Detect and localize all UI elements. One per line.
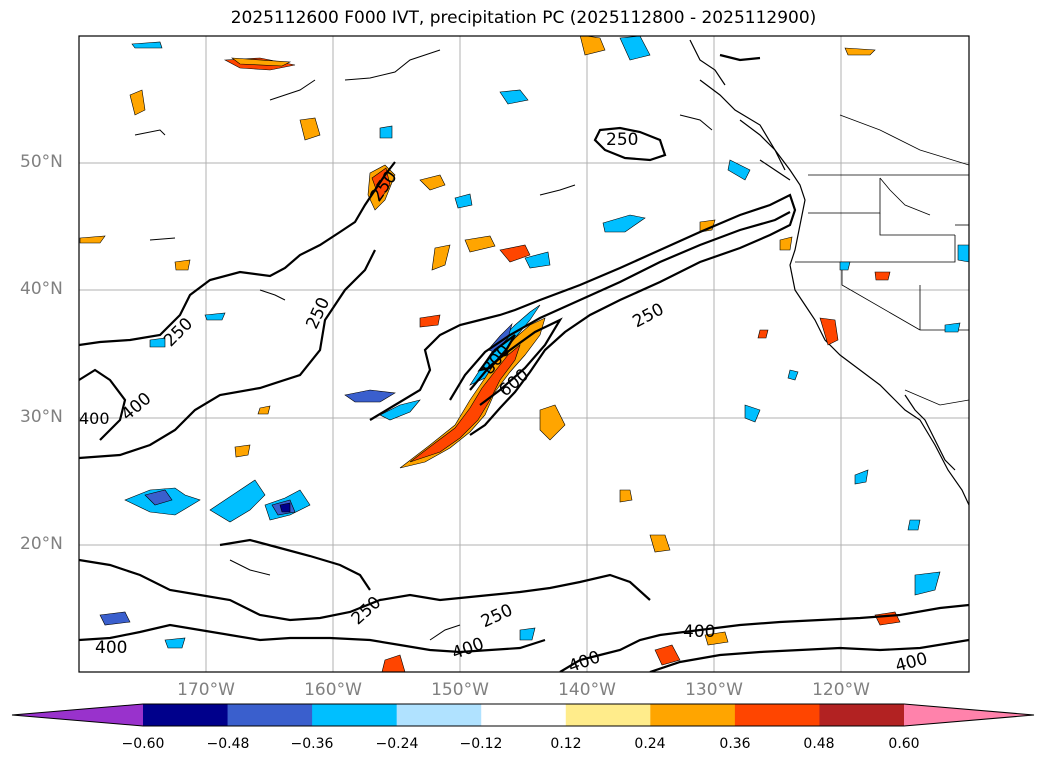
colorbar-extend-max [904, 704, 1034, 726]
contour-label: 400 [79, 409, 110, 428]
contour-label: 400 [683, 622, 715, 642]
map-title: 2025112600 F000 IVT, precipitation PC (2… [230, 8, 817, 28]
map-frame [78, 35, 970, 673]
colorbar-segment [227, 704, 313, 726]
contour-label: 400 [95, 638, 127, 658]
contour-label: 250 [606, 130, 638, 150]
colorbar-segment [396, 704, 482, 726]
lon-label-170w: 170°W [177, 680, 235, 700]
lon-label-140w: 140°W [558, 680, 616, 700]
colorbar-tick: 0.36 [719, 736, 751, 752]
colorbar-tick: −0.12 [459, 736, 503, 752]
colorbar-segments [11, 703, 1035, 727]
colorbar-segment [143, 704, 229, 726]
colorbar-outline [11, 703, 1035, 727]
lon-label-160w: 160°W [304, 680, 362, 700]
colorbar-segment [734, 704, 820, 726]
colorbar-segment [481, 704, 567, 726]
colorbar-extend-min [12, 704, 143, 726]
thin-outlines [134, 49, 713, 641]
colorbar-segment [312, 704, 398, 726]
colorbar-tick: 0.12 [550, 736, 582, 752]
lon-label-120w: 120°W [812, 680, 870, 700]
lat-label-50n: 50°N [20, 152, 63, 172]
lon-label-130w: 130°W [685, 680, 743, 700]
precipitation-shading [79, 36, 969, 672]
colorbar-tick: 0.24 [634, 736, 666, 752]
map-panel: 250 250 250 250 250 250 250 400 400 400 … [78, 35, 970, 677]
lat-label-40n: 40°N [20, 279, 63, 299]
colorbar-segment [565, 704, 651, 726]
lon-label-150w: 150°W [431, 680, 489, 700]
colorbar-tick: −0.24 [375, 736, 419, 752]
colorbar-segment [819, 704, 905, 726]
colorbar-tick: −0.60 [121, 736, 165, 752]
lat-label-30n: 30°N [20, 407, 63, 427]
colorbar-tick: −0.36 [290, 736, 334, 752]
colorbar-tick: 0.48 [803, 736, 835, 752]
colorbar-tick: 0.60 [888, 736, 920, 752]
ivt-contours [79, 53, 969, 672]
coastline [689, 39, 969, 506]
colorbar-segment [650, 704, 736, 726]
grid-lines [79, 36, 969, 672]
lat-label-20n: 20°N [20, 534, 63, 554]
colorbar-tick: −0.48 [206, 736, 250, 752]
